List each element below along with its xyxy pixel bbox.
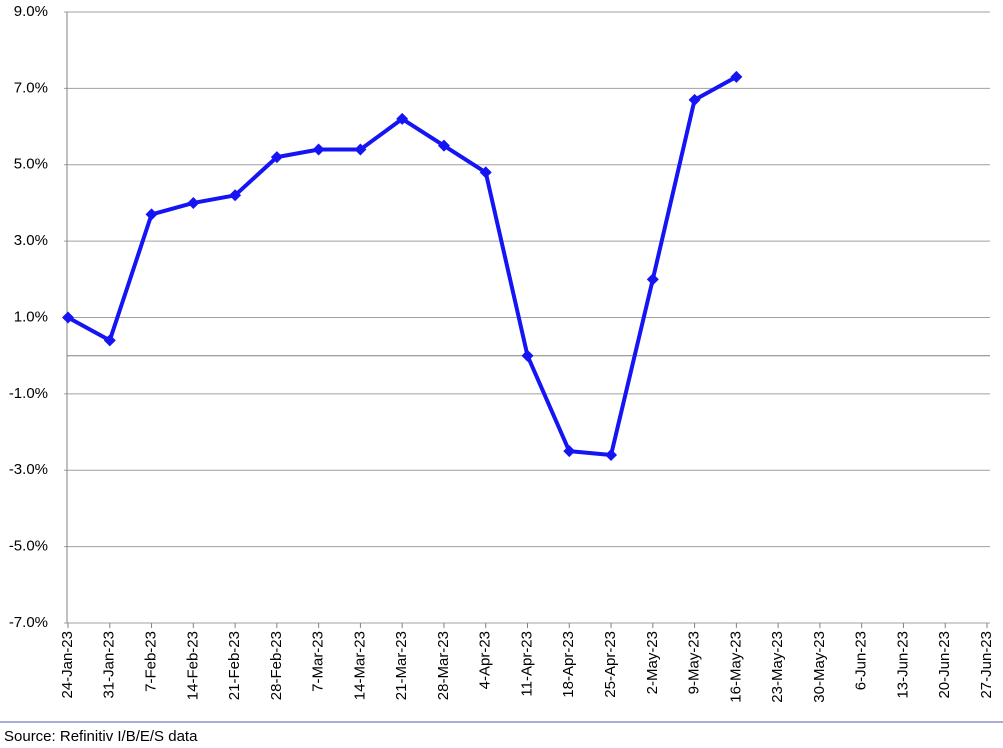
x-tick-label: 13-Jun-23 [894,631,911,699]
x-tick-label: 16-May-23 [727,631,744,703]
point-marker [62,311,74,324]
x-tick-label: 14-Feb-23 [184,631,201,700]
y-tick-label: 5.0% [14,156,48,173]
point-marker [396,112,409,125]
x-tick-label: 20-Jun-23 [936,631,953,699]
point-marker [229,189,242,202]
y-tick-label: -3.0% [9,461,48,478]
x-tick-label: 21-Feb-23 [226,631,243,700]
x-tick-label: 2-May-23 [644,631,661,694]
y-tick-label: 7.0% [14,79,48,96]
y-tick-label: 1.0% [14,308,48,325]
x-tick-label: 9-May-23 [686,631,703,694]
point-marker [479,166,492,179]
x-tick-label: 28-Mar-23 [435,631,452,700]
x-tick-label: 31-Jan-23 [101,631,118,699]
point-marker [437,139,450,152]
x-tick-label: 6-Jun-23 [853,631,870,690]
source-note: Source: Refinitiv I/B/E/S data [4,728,198,745]
point-marker [312,143,325,156]
x-tick-label: 24-Jan-23 [59,631,76,699]
point-marker [521,349,534,362]
x-tick-label: 21-Mar-23 [393,631,410,700]
x-tick-label: 27-Jun-23 [978,631,995,699]
x-tick-label: 23-May-23 [769,631,786,703]
y-tick-label: -7.0% [9,614,48,631]
y-tick-label: 3.0% [14,232,48,249]
x-tick-label: 7-Mar-23 [310,631,327,692]
x-tick-label: 28-Feb-23 [268,631,285,700]
point-marker [145,208,158,221]
y-tick-label: -1.0% [9,385,48,402]
point-marker [187,196,200,209]
x-tick-label: 7-Feb-23 [143,631,160,692]
y-tick-label: 9.0% [14,3,48,20]
x-tick-label: 11-Apr-23 [518,631,535,697]
point-marker [605,448,618,461]
x-tick-label: 14-Mar-23 [351,631,368,700]
point-marker [646,273,659,286]
point-marker [688,93,701,106]
series-line [67,75,738,457]
x-tick-label: 25-Apr-23 [602,631,619,698]
point-marker [103,334,116,347]
point-marker [354,143,367,156]
x-tick-label: 18-Apr-23 [560,631,577,698]
point-marker [270,151,283,164]
x-tick-label: 30-May-23 [811,631,828,703]
y-tick-label: -5.0% [9,538,48,555]
point-marker [730,70,743,83]
x-tick-label: 4-Apr-23 [477,631,494,689]
point-marker [563,445,576,458]
